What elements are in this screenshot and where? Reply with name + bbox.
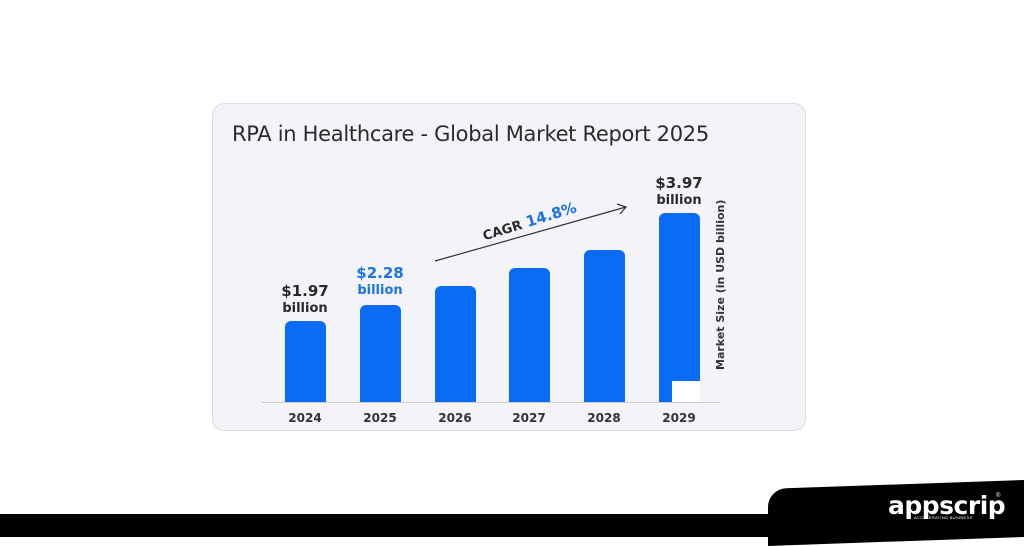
value-amount: $1.97 (281, 282, 329, 300)
value-label-2029: $3.97 billion (639, 175, 719, 209)
bar-2028 (584, 250, 625, 402)
value-unit: billion (357, 283, 403, 298)
value-label-2025: $2.28 billion (340, 265, 420, 299)
bar-2029 (659, 213, 700, 402)
brand-tagline: ACCELERATING BUSINESS (914, 515, 973, 520)
x-label-2025: 2025 (363, 411, 397, 425)
x-label-2026: 2026 (438, 411, 472, 425)
x-label-2029: 2029 (662, 411, 696, 425)
value-label-2024: $1.97 billion (265, 283, 345, 317)
value-amount: $2.28 (356, 264, 404, 282)
x-label-2024: 2024 (288, 411, 322, 425)
x-label-2027: 2027 (512, 411, 546, 425)
registered-mark: ® (996, 493, 1001, 499)
bar-2029-notch (672, 381, 700, 402)
bar-2026 (435, 286, 476, 402)
bar-2027 (509, 268, 550, 402)
value-unit: billion (656, 193, 702, 208)
value-amount: $3.97 (655, 174, 703, 192)
x-axis-line (262, 402, 720, 403)
x-label-2028: 2028 (587, 411, 621, 425)
chart-title: RPA in Healthcare - Global Market Report… (232, 122, 709, 146)
brand-logo: appscrip (888, 491, 1006, 520)
y-axis-label: Market Size (in USD billion) (714, 199, 727, 370)
bar-2024 (285, 321, 326, 402)
value-unit: billion (282, 301, 328, 316)
bar-2025 (360, 305, 401, 402)
